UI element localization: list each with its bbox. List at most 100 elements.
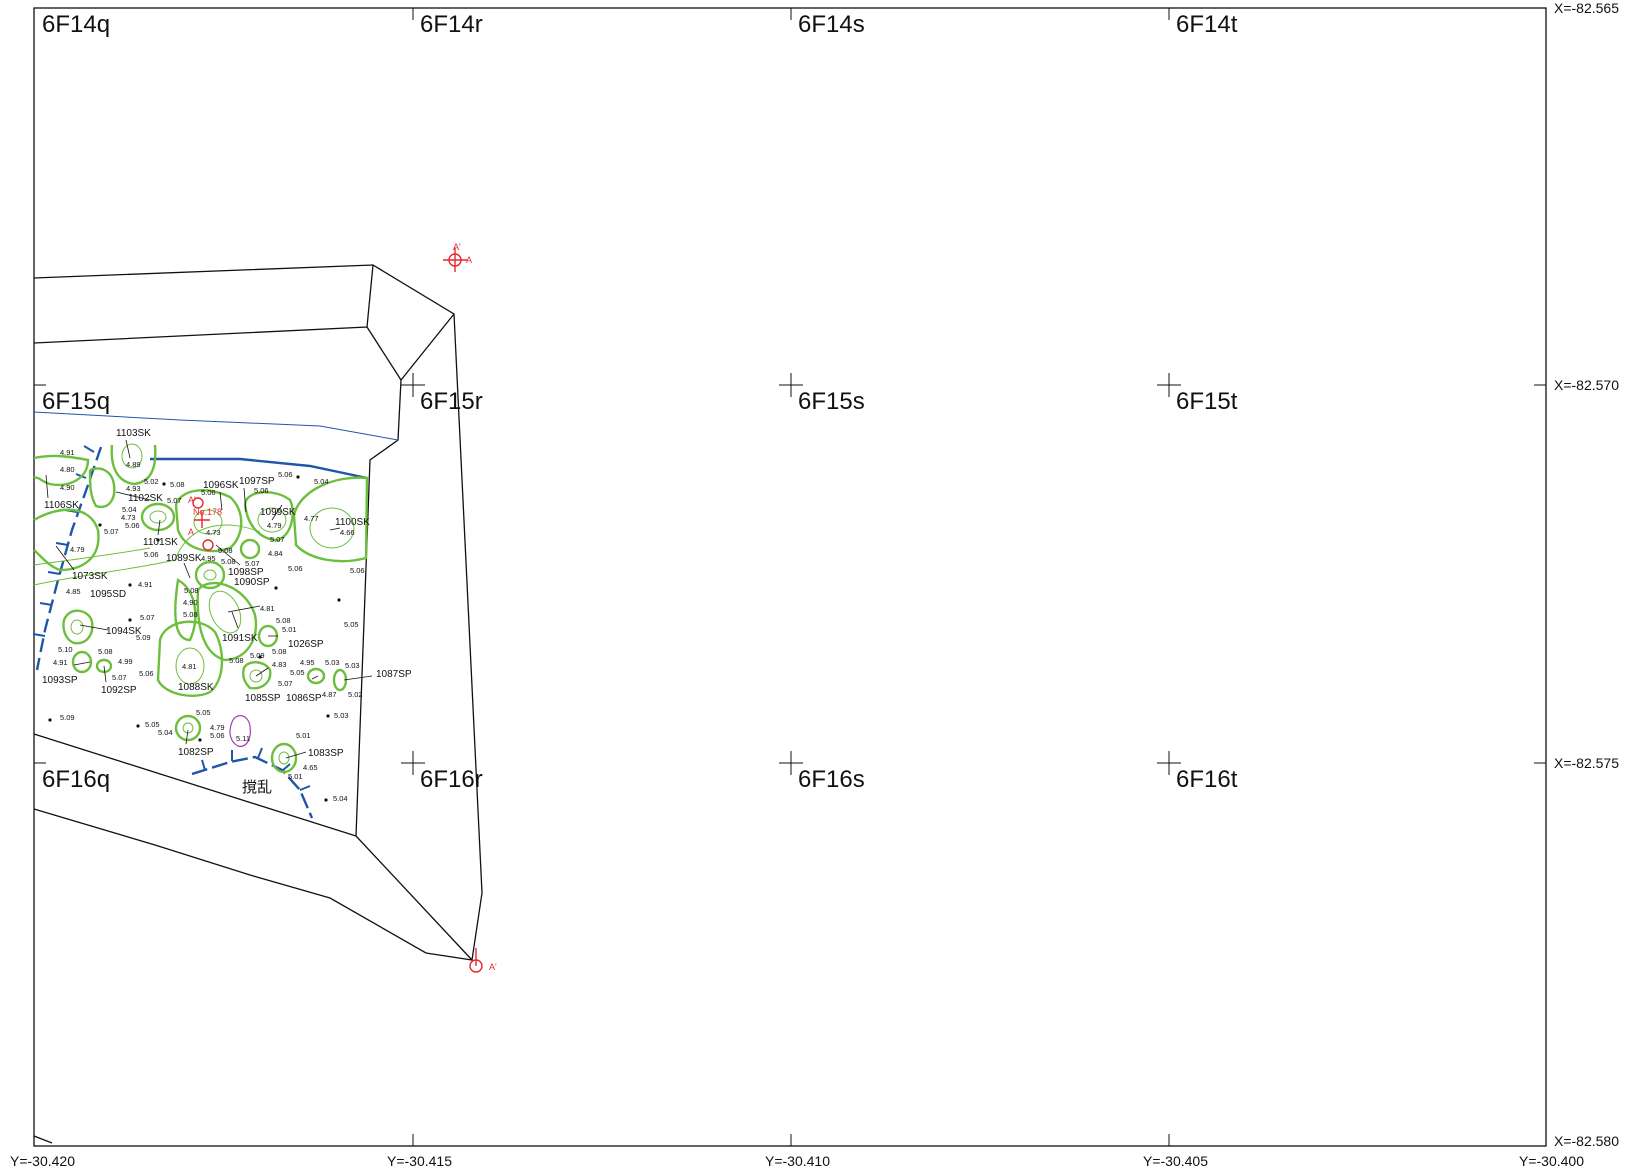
section-a-prime-label: A' <box>489 962 497 972</box>
elevation-label: 4.95 <box>300 658 315 667</box>
grid-label: 6F14t <box>1176 11 1238 38</box>
elevation-label: 4.79 <box>210 723 225 732</box>
elevation-label: 5.09 <box>136 633 151 642</box>
elevation-label: 4.90 <box>60 483 75 492</box>
elevation-label: 4.93 <box>126 484 141 493</box>
feature-label: 1073SK <box>72 571 108 582</box>
feature-label: 1086SP <box>286 693 322 704</box>
feature-label: 1093SP <box>42 675 78 686</box>
leader-lines <box>45 439 373 759</box>
elevation-label: 5.04 <box>158 728 173 737</box>
y-coordinate-label: Y=-30.415 <box>387 1153 452 1169</box>
feature-label: 1097SP <box>239 476 275 487</box>
elevation-label: 5.05 <box>290 668 305 677</box>
elevation-label: 5.01 <box>296 731 311 740</box>
elevation-label: 5.08 <box>221 557 236 566</box>
grid-label: 6F14s <box>798 11 865 38</box>
section-labels: A' A A' A A' No.178 <box>188 242 497 972</box>
x-coordinate-label: X=-82.565 <box>1554 0 1619 16</box>
elevation-label: 5.05 <box>145 720 160 729</box>
feature-label: 1091SK <box>222 633 258 644</box>
y-coordinate-label: Y=-30.405 <box>1143 1153 1208 1169</box>
elevation-label: 4.80 <box>60 465 75 474</box>
grid-label: 6F15q <box>42 388 110 415</box>
feature-label: 1094SK <box>106 626 142 637</box>
elevation-label: 5.03 <box>345 661 360 670</box>
x-coordinate-label: X=-82.575 <box>1554 755 1619 771</box>
grid-label: 6F15r <box>420 388 483 415</box>
elevation-label: 5.02 <box>348 690 363 699</box>
feature-label: 1096SK <box>203 480 239 491</box>
feature-label: 1103SK <box>116 428 151 439</box>
elevation-label: 5.11 <box>236 734 250 743</box>
feature-label: 1082SP <box>178 747 214 758</box>
elevation-label: 4.87 <box>322 690 337 699</box>
elevation-label: 5.01 <box>288 772 303 781</box>
grid-label: 6F15t <box>1176 388 1238 415</box>
map-frame <box>33 7 1547 1147</box>
feature-label: 1101SK <box>143 537 178 548</box>
grid-label: 6F16q <box>42 766 110 793</box>
elevation-label: 4.91 <box>60 448 75 457</box>
elevation-label: 5.06 <box>350 566 365 575</box>
pit-features <box>33 443 369 774</box>
feature-label: 1102SK <box>128 493 163 504</box>
elevation-label: 5.01 <box>282 625 297 634</box>
y-coordinate-label: Y=-30.420 <box>10 1153 75 1169</box>
feature-label: 1106SK <box>44 500 79 511</box>
elevation-label: 5.08 <box>183 610 198 619</box>
elevation-label: 4.73 <box>206 528 221 537</box>
x-coordinate-label: X=-82.580 <box>1554 1133 1619 1149</box>
feature-label: 1085SP <box>245 693 281 704</box>
grid-label: 6F16t <box>1176 766 1238 793</box>
grid-labels: 6F14q 6F14r 6F14s 6F14t 6F15q 6F15r 6F15… <box>42 11 1238 793</box>
elevation-label: 5.04 <box>122 505 137 514</box>
feature-label: 1092SP <box>101 685 137 696</box>
purple-feature <box>229 715 251 747</box>
elevation-label: 5.09 <box>250 651 265 660</box>
x-coordinate-label: X=-82.570 <box>1554 377 1619 393</box>
grid-ticks <box>34 7 1546 1147</box>
elevation-label: 5.08 <box>98 647 113 656</box>
elevation-label: 4.91 <box>53 658 68 667</box>
elevation-points <box>48 475 341 802</box>
feature-label: 1083SP <box>308 748 344 759</box>
feature-label: 1090SP <box>234 577 270 588</box>
elevation-label: 4.81 <box>182 662 197 671</box>
y-coordinate-label: Y=-30.400 <box>1519 1153 1584 1169</box>
feature-label: 1095SD <box>90 589 126 600</box>
disturbance-label: 撹乱 <box>242 779 272 796</box>
elevation-label: 5.07 <box>278 679 293 688</box>
elevation-label: 4.79 <box>70 545 85 554</box>
elevation-label: 5.06 <box>254 486 269 495</box>
elevation-label: 5.06 <box>139 669 154 678</box>
elevation-label: 5.08 <box>218 546 233 555</box>
elevation-label: 4.90 <box>183 598 198 607</box>
feature-label: 1089SK <box>166 553 202 564</box>
grid-label: 6F15s <box>798 388 865 415</box>
section-markers <box>192 248 483 973</box>
elevation-label: 5.06 <box>144 550 159 559</box>
elevation-label: 5.05 <box>196 708 211 717</box>
elevation-label: 4.91 <box>138 580 153 589</box>
elevation-label: 5.07 <box>270 535 285 544</box>
feature-label: 1087SP <box>376 669 412 680</box>
feature-label: 1099SK <box>260 507 296 518</box>
elevation-label: 4.81 <box>260 604 275 613</box>
grid-crosses <box>401 373 1181 775</box>
coordinate-labels: X=-82.565 X=-82.570 X=-82.575 X=-82.580 … <box>10 0 1619 1169</box>
elevation-label: 5.07 <box>167 496 182 505</box>
elevation-label: 4.66 <box>340 528 355 537</box>
grid-label: 6F16r <box>420 766 483 793</box>
elevation-label: 5.08 <box>170 480 185 489</box>
elevation-label: 4.83 <box>272 660 287 669</box>
point-number-label: No.178 <box>193 507 222 517</box>
feature-labels: 1103SK 1102SK 1106SK 1101SK 1096SK 1097S… <box>42 428 412 759</box>
elevation-label: 5.08 <box>276 616 291 625</box>
elevation-label: 5.02 <box>144 477 159 486</box>
feature-label: 1098SP <box>228 567 264 578</box>
feature-label: 1100SK <box>335 517 370 528</box>
elevation-labels: 4.91 4.80 4.90 4.89 5.02 5.08 4.93 5.07 … <box>53 448 365 803</box>
elevation-label: 5.05 <box>344 620 359 629</box>
elevation-label: 5.06 <box>278 470 293 479</box>
